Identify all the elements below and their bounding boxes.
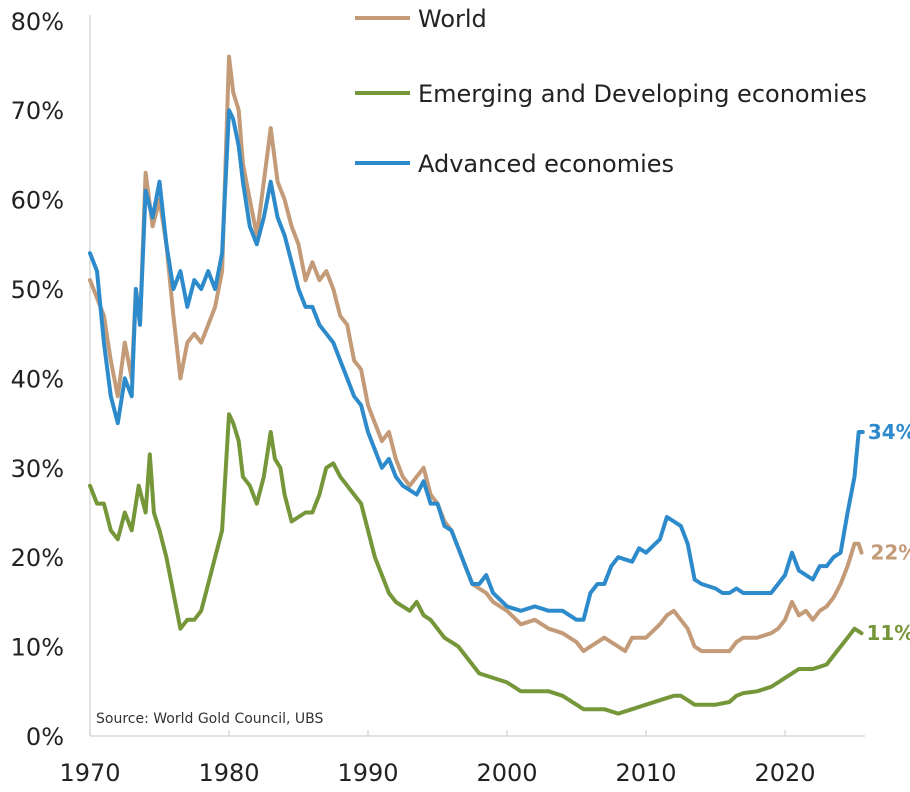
axes: 0% 10% 20% 30% 40% 50% 60% 70% 80% 1970 1980 1990 20…: [11, 8, 865, 787]
x-tick-label: 2010: [615, 759, 676, 787]
x-tick-label: 1980: [198, 759, 259, 787]
y-tick-label: 0%: [26, 723, 64, 751]
legend: World Emerging and Developing economies Ad…: [355, 5, 867, 178]
legend-label: Advanced economies: [418, 150, 674, 178]
legend-label: Emerging and Developing economies: [418, 80, 867, 108]
y-tick-label: 60%: [11, 187, 64, 215]
series-line-advanced-economies: [88, 108, 865, 622]
y-tick-label: 40%: [11, 365, 64, 393]
y-tick-label: 50%: [11, 276, 64, 304]
end-value-label: 22%: [870, 541, 910, 565]
source-note: Source: World Gold Council, UBS: [96, 711, 324, 727]
y-tick-label: 10%: [11, 634, 64, 662]
x-tick-label: 2020: [754, 759, 815, 787]
legend-label: World: [418, 5, 487, 33]
end-value-label: 34%: [868, 420, 910, 444]
y-tick-label: 80%: [11, 8, 64, 36]
y-tick-label: 30%: [11, 455, 64, 483]
x-tick-label: 1990: [337, 759, 398, 787]
y-tick-label: 70%: [11, 97, 64, 125]
end-value-label: 11%: [866, 621, 910, 645]
series-line-emerging-and-developing-economies: [88, 412, 864, 716]
y-tick-label: 20%: [11, 544, 64, 572]
series-lines: 22% 11% 34%: [88, 54, 910, 716]
series-line-world: [88, 54, 864, 654]
x-tick-label: 2000: [476, 759, 537, 787]
x-tick-label: 1970: [59, 759, 120, 787]
